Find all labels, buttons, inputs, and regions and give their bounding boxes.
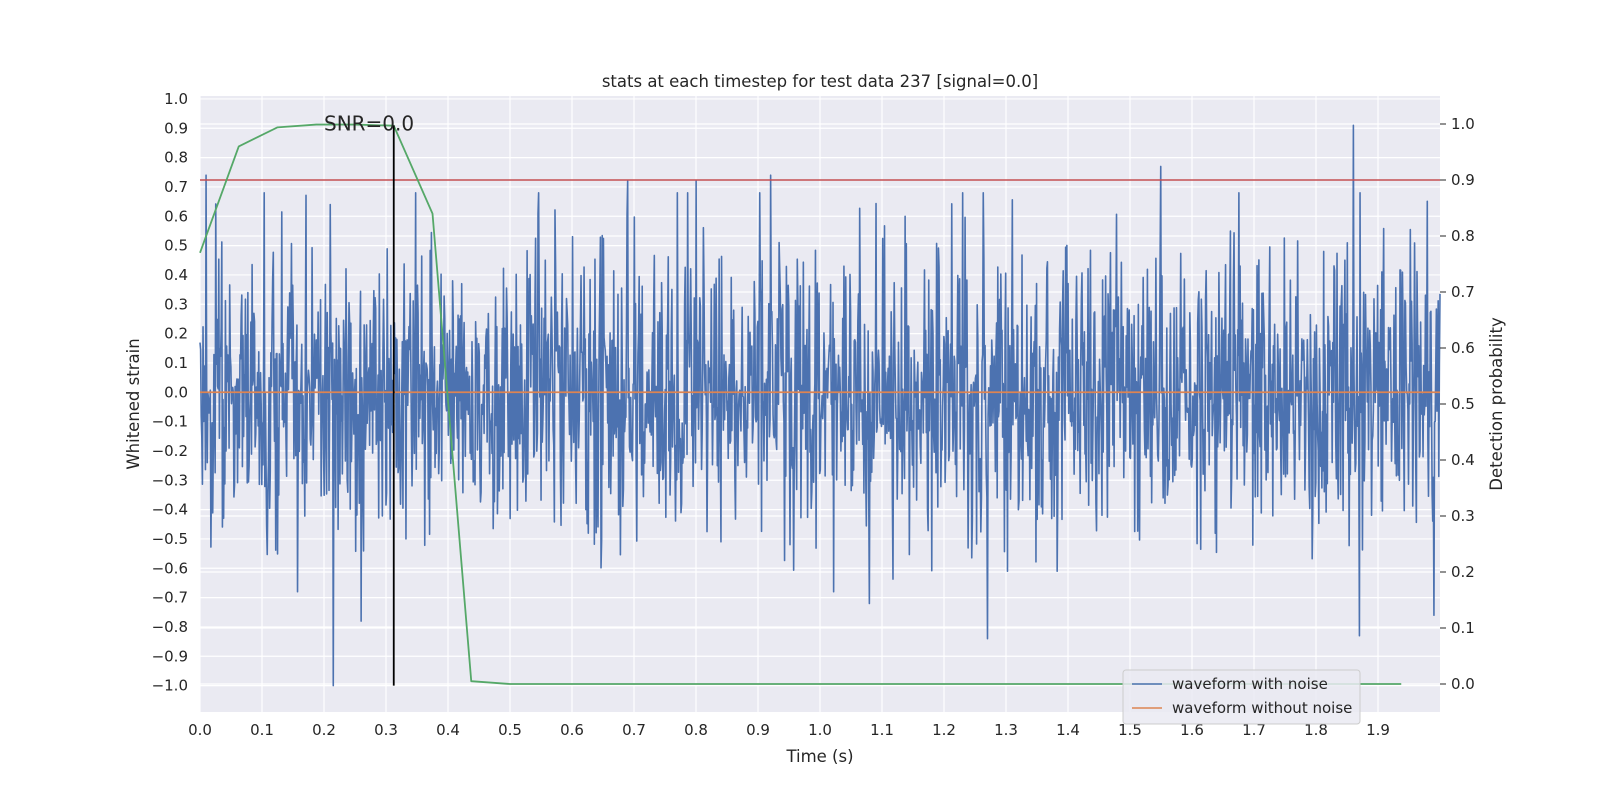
y-tick-label: 1.0 [164, 90, 188, 108]
x-tick-label: 0.1 [250, 721, 274, 739]
y-tick-label: −0.1 [152, 413, 188, 431]
x-tick-label: 1.6 [1180, 721, 1204, 739]
x-tick-label: 1.2 [932, 721, 956, 739]
legend-box [1122, 669, 1361, 725]
y-tick-label: −0.3 [152, 471, 188, 489]
x-tick-label: 0.6 [560, 721, 584, 739]
x-tick-label: 0.9 [746, 721, 770, 739]
y-tick-label: −0.5 [152, 530, 188, 548]
y-tick-label: 0.6 [164, 207, 188, 225]
y-tick-label: −0.8 [152, 618, 188, 636]
y-tick-label: −0.4 [152, 501, 188, 519]
series-waveform-with-noise [199, 124, 1441, 687]
y2-axis-label: Detection probability [1487, 317, 1506, 491]
y2-tick-label: 0.2 [1451, 563, 1475, 581]
legend: waveform with noise waveform without noi… [1122, 669, 1361, 725]
y2-tick-label: 0.5 [1451, 395, 1475, 413]
y-tick-label: 0.3 [164, 295, 188, 313]
x-tick-label: 1.1 [870, 721, 894, 739]
x-tick-label: 0.0 [188, 721, 212, 739]
x-tick-label: 1.0 [808, 721, 832, 739]
y-tick-label: −0.9 [152, 647, 188, 665]
y-tick-label: 0.5 [164, 237, 188, 255]
y2-tick-label: 0.3 [1451, 507, 1475, 525]
chart-title: stats at each timestep for test data 237… [602, 72, 1038, 91]
y2-tick-label: 0.8 [1451, 227, 1475, 245]
snr-annotation: SNR=0.0 [324, 111, 414, 135]
y2-tick-label: 0.9 [1451, 171, 1475, 189]
x-tick-label: 0.7 [622, 721, 646, 739]
y-tick-label: −0.2 [152, 442, 188, 460]
y-tick-label: 0.9 [164, 119, 188, 137]
x-tick-label: 1.5 [1118, 721, 1142, 739]
x-tick-label: 1.9 [1366, 721, 1390, 739]
y2-tick-label: 1.0 [1451, 115, 1475, 133]
x-tick-label: 1.3 [994, 721, 1018, 739]
y-tick-label: 0.0 [164, 383, 188, 401]
y-axis-label: Whitened strain [124, 338, 143, 469]
x-axis-label: Time (s) [785, 747, 853, 766]
x-tick-label: 1.7 [1242, 721, 1266, 739]
y-tick-label: 0.2 [164, 325, 188, 343]
y-tick-label: 0.8 [164, 149, 188, 167]
series-layer: SNR=0.0 [199, 111, 1441, 687]
y2-tick-label: 0.1 [1451, 619, 1475, 637]
axes-layer: 0.0 0.1 0.2 0.3 0.4 0.5 0.6 0.7 0.8 0.9 1.0 1.1 1.2 1… [152, 90, 1475, 739]
x-tick-label: 0.4 [436, 721, 460, 739]
x-tick-label: 1.8 [1304, 721, 1328, 739]
y-tick-label: 0.1 [164, 354, 188, 372]
y2-tick-label: 0.0 [1451, 675, 1475, 693]
y-tick-label: 0.7 [164, 178, 188, 196]
x-tick-label: 1.4 [1056, 721, 1080, 739]
y2-tick-label: 0.4 [1451, 451, 1475, 469]
legend-label-noise: waveform with noise [1172, 675, 1328, 693]
x-tick-label: 0.3 [374, 721, 398, 739]
legend-label-clean: waveform without noise [1172, 699, 1352, 717]
y-tick-label: −0.6 [152, 559, 188, 577]
y-tick-label: 0.4 [164, 266, 188, 284]
y-tick-label: −0.7 [152, 589, 188, 607]
x-tick-label: 0.8 [684, 721, 708, 739]
y2-tick-label: 0.7 [1451, 283, 1475, 301]
y-tick-label: −1.0 [152, 677, 188, 695]
y2-tick-label: 0.6 [1451, 339, 1475, 357]
x-tick-label: 0.5 [498, 721, 522, 739]
x-tick-label: 0.2 [312, 721, 336, 739]
